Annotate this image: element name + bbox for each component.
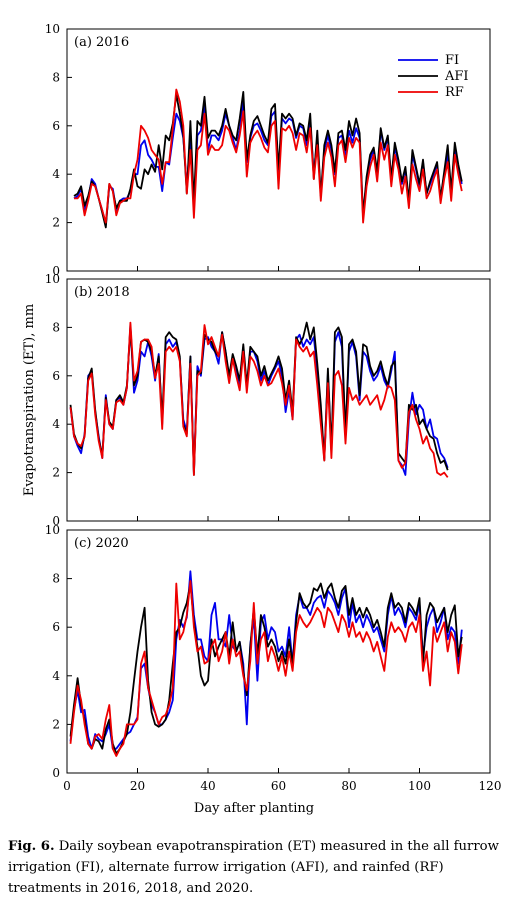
panel-b-series [69,321,449,478]
panel-c-x-tick-label: 120 [479,779,502,793]
y-axis-label: Evapotranspiration (ET), mm [22,304,37,496]
panel-b-y-tick-label: 2 [52,466,60,480]
panel-b-series-fi [69,324,449,476]
panel-c-y-tick-label: 0 [52,766,60,780]
evapotranspiration-figure: (a) 2016 0 2 4 6 8 10 FI AFI RF (b) 2018 0 2 4 6… [22,22,502,816]
panel-c-x-tick-label: 0 [63,779,71,793]
panel-b-series-rf [69,321,449,478]
panel-b-y-tick-label: 0 [52,514,60,528]
panel-b-y-tick-label: 6 [52,369,60,383]
legend-label-rf: RF [445,85,464,100]
panel-a-y-tick-label: 6 [52,119,60,133]
panel-c-y-tick-label: 8 [52,572,60,586]
panel-c-x-tick-label: 60 [271,779,286,793]
panel-b-series-afi [69,321,449,476]
caption-fig-label: Fig. 6. [8,839,55,854]
panel-c-series [69,570,463,757]
panel-b-x-ticks [66,516,491,521]
x-axis-label: Day after planting [194,801,314,816]
panel-b-y-ticks: 0 2 4 6 8 10 [45,272,72,528]
panel-a: (a) 2016 0 2 4 6 8 10 FI AFI RF [45,22,491,278]
panel-c-x-tick-label: 80 [341,779,356,793]
panel-c-label: (c) 2020 [74,536,129,551]
panel-b: (b) 2018 0 2 4 6 8 10 Evapotranspiration (ET)… [22,272,491,528]
legend-label-afi: AFI [444,69,469,84]
caption-text: Daily soybean evapotranspiration (ET) me… [8,839,499,896]
panel-c-y-tick-label: 6 [52,620,60,634]
legend: FI AFI RF [398,53,469,100]
panel-a-label: (a) 2016 [74,35,129,50]
panel-b-y-tick-label: 8 [52,320,60,334]
panel-c-y-tick-label: 10 [45,523,60,537]
panel-c-series-afi [69,582,463,755]
panel-c-x-tick-label: 100 [408,779,431,793]
panel-c: (c) 2020 0 2 4 6 8 10 0 20 40 60 80 100 120 Day aft… [45,523,502,816]
figure-caption: Fig. 6. Daily soybean evapotranspiration… [8,836,513,899]
panel-b-y-tick-label: 10 [45,272,60,286]
panel-c-y-tick-label: 4 [52,669,60,683]
panel-c-x-ticks: 0 20 40 60 80 100 120 [63,768,501,793]
panel-a-y-tick-label: 8 [52,70,60,84]
panel-c-y-ticks: 0 2 4 6 8 10 [45,523,72,780]
panel-c-series-rf [69,580,463,757]
panel-a-y-ticks: 0 2 4 6 8 10 [45,22,72,278]
panel-a-y-tick-label: 4 [52,167,60,181]
panel-a-series-afi [73,91,463,229]
panel-a-x-ticks [66,266,491,271]
panel-b-frame [66,278,491,522]
panel-a-series-rf [74,88,463,224]
panel-b-label: (b) 2018 [74,285,130,300]
panel-a-series [73,88,463,229]
panel-a-frame [66,28,491,272]
panel-b-y-tick-label: 4 [52,417,60,431]
legend-label-fi: FI [445,53,459,68]
panel-a-y-tick-label: 2 [52,216,60,230]
panel-a-series-fi [73,100,463,226]
panel-a-y-tick-label: 10 [45,22,60,36]
panel-c-y-tick-label: 2 [52,717,60,731]
panel-a-y-tick-label: 0 [52,264,60,278]
panel-c-x-tick-label: 20 [130,779,145,793]
panel-c-x-tick-label: 40 [200,779,215,793]
